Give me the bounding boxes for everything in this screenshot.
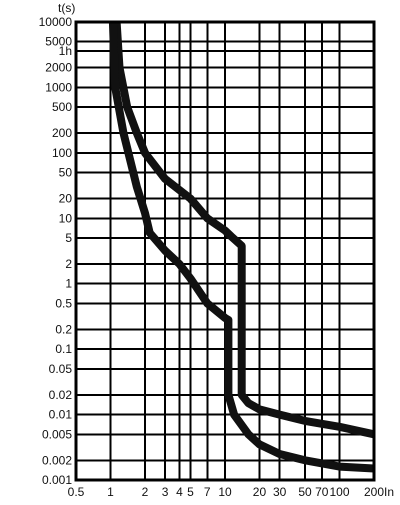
x-tick-label: 3 (162, 485, 169, 499)
y-axis-label: t(s) (58, 1, 75, 15)
y-tick-label: 100 (52, 146, 72, 160)
x-tick-label: 4 (176, 485, 183, 499)
y-tick-label: 5000 (45, 35, 72, 49)
x-tick-label: 5 (187, 485, 194, 499)
y-tick-label: 10000 (39, 15, 73, 29)
upper-trip-curve (112, 21, 375, 439)
y-tick-label: 0.1 (55, 342, 72, 356)
plot-frame (74, 20, 376, 482)
x-tick-label: 10 (218, 485, 232, 499)
x-tick-label: 1 (107, 485, 114, 499)
y-tick-label: 0.001 (42, 473, 72, 487)
x-axis-label: In (384, 485, 394, 499)
y-tick-label: 20 (59, 192, 73, 206)
x-tick-label: 0.5 (68, 485, 85, 499)
y-tick-label: 0.05 (49, 362, 73, 376)
y-tick-label: 0.5 (55, 296, 72, 310)
y-tick-label: 0.2 (55, 322, 72, 336)
x-tick-label: 100 (330, 485, 350, 499)
y-tick-label: 1h (59, 44, 72, 58)
y-tick-label: 5 (65, 231, 72, 245)
y-tick-label: 10 (59, 211, 73, 225)
y-tick-label: 2000 (45, 61, 72, 75)
y-tick-label: 0.005 (42, 427, 72, 441)
x-tick-label: 20 (253, 485, 267, 499)
x-tick-label: 70 (315, 485, 329, 499)
curve-layer (108, 21, 375, 473)
y-tick-label: 0.01 (49, 408, 73, 422)
y-tick-label: 200 (52, 126, 72, 140)
x-tick-label: 7 (204, 485, 211, 499)
x-tick-label: 200 (364, 485, 384, 499)
x-tick-label: 2 (142, 485, 149, 499)
x-tick-label: 50 (298, 485, 312, 499)
y-tick-label: 0.002 (42, 453, 72, 467)
y-tick-label: 2 (65, 257, 72, 271)
y-tick-label: 1 (65, 277, 72, 291)
y-tick-label: 0.02 (49, 388, 73, 402)
y-tick-label: 1000 (45, 80, 72, 94)
x-tick-label: 30 (273, 485, 287, 499)
x-tick-labels: 0.5 1 2 3 4 5 7 10 20 30 50 70 100 200 (68, 485, 385, 499)
lower-trip-curve (108, 21, 375, 473)
y-tick-label: 500 (52, 100, 72, 114)
y-tick-label: 50 (59, 166, 73, 180)
